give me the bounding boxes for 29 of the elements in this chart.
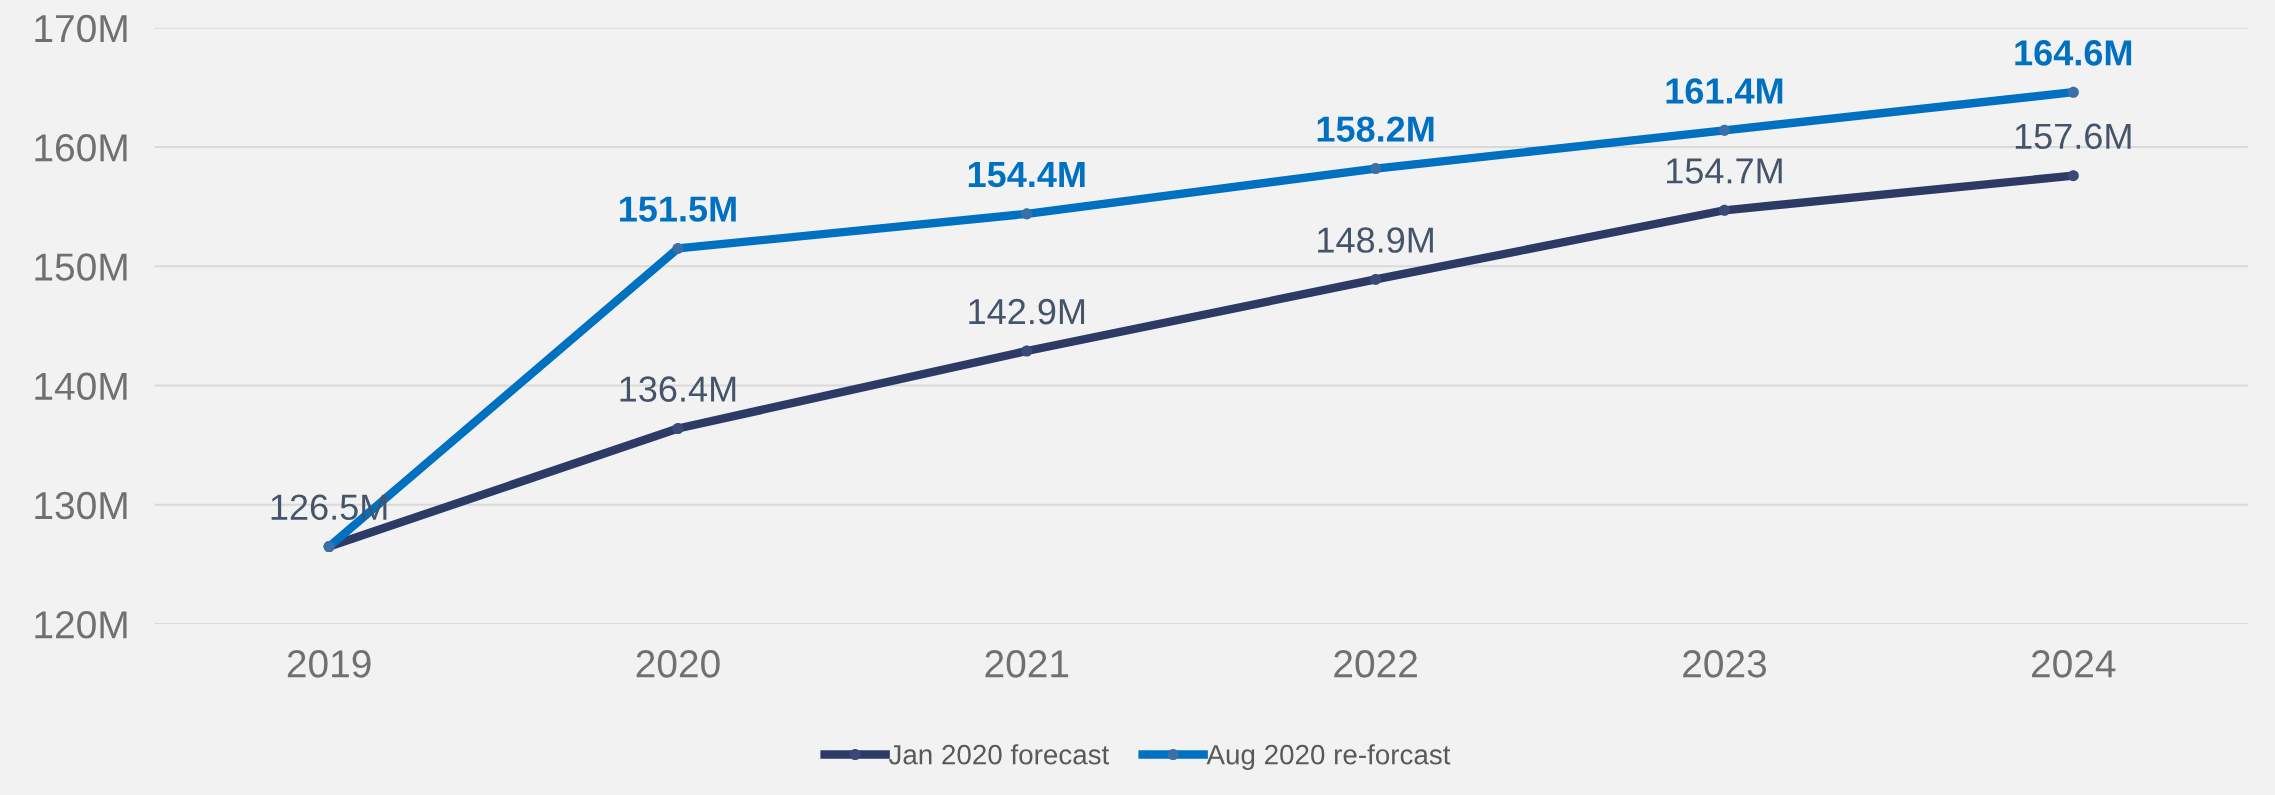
y-tick-label: 120M — [35, 611, 127, 639]
x-tick-label: 2019 — [287, 650, 371, 678]
y-tick-label: 140M — [35, 372, 127, 401]
data-label: 136.4M — [620, 376, 736, 402]
data-label: 142.9M — [969, 298, 1085, 325]
data-label: 148.9M — [1318, 227, 1433, 253]
data-label: 151.5M — [620, 196, 736, 222]
data-label: 158.2M — [1317, 116, 1434, 142]
x-tick-label: 2022 — [1334, 650, 1417, 678]
x-tick-label: 2021 — [985, 650, 1069, 678]
data-label: 157.6M — [2015, 123, 2131, 150]
x-tick-label: 2023 — [1683, 650, 1766, 678]
point — [1370, 273, 1382, 285]
point — [1718, 204, 1730, 216]
data-label: 154.7M — [1666, 158, 1782, 184]
y-tick-label: 160M — [35, 134, 127, 162]
data-label: 161.4M — [1666, 78, 1783, 104]
point — [2067, 170, 2079, 182]
point — [1021, 345, 1033, 357]
x-tick-label: 2024 — [2031, 650, 2116, 678]
y-tick-label: 170M — [35, 14, 127, 43]
legend-label: Jan 2020 forecast — [888, 744, 1110, 765]
data-label: 164.6M — [2015, 40, 2132, 66]
point — [672, 422, 684, 435]
y-tick-label: 150M — [35, 253, 127, 281]
y-tick-label: 130M — [35, 491, 127, 520]
x-tick-label: 2020 — [636, 650, 720, 678]
data-label: 154.4M — [968, 162, 1085, 188]
legend-label: Aug 2020 re-forcast — [1206, 744, 1451, 770]
